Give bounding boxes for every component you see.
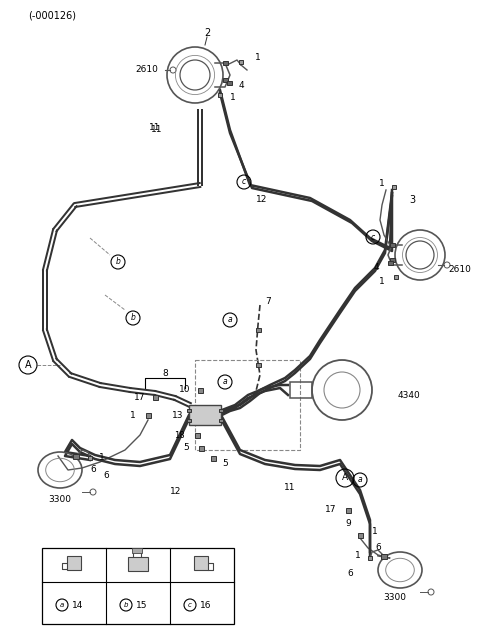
Text: 6: 6 <box>103 471 109 480</box>
Bar <box>197 387 203 392</box>
Bar <box>145 413 151 417</box>
Bar <box>189 405 221 425</box>
Text: 4: 4 <box>373 263 379 272</box>
Text: 1: 1 <box>99 453 105 462</box>
Bar <box>132 548 142 553</box>
Bar <box>211 455 216 460</box>
Text: 8: 8 <box>162 368 168 378</box>
Bar <box>255 363 261 367</box>
Text: 6: 6 <box>347 569 353 577</box>
Text: 10: 10 <box>179 385 190 394</box>
Text: b: b <box>124 602 128 608</box>
Bar <box>227 81 231 85</box>
Text: (-000126): (-000126) <box>28 10 76 20</box>
Text: 5: 5 <box>183 443 189 452</box>
Bar <box>67 556 81 570</box>
Bar <box>358 532 362 537</box>
Bar <box>223 78 228 82</box>
Bar <box>194 556 208 570</box>
Bar <box>128 556 148 570</box>
Text: b: b <box>131 314 135 322</box>
Text: 12: 12 <box>170 488 181 497</box>
Bar <box>42 548 234 624</box>
Text: 6: 6 <box>90 466 96 474</box>
Text: 7: 7 <box>265 298 271 307</box>
Text: 1: 1 <box>130 410 136 420</box>
Text: 3: 3 <box>409 195 415 205</box>
Bar <box>223 61 228 65</box>
Bar <box>88 456 92 460</box>
Bar <box>394 275 398 279</box>
Text: 18: 18 <box>174 431 185 439</box>
Text: 1: 1 <box>379 277 385 286</box>
Text: a: a <box>358 476 362 485</box>
Bar <box>153 394 157 399</box>
Text: A: A <box>24 360 31 370</box>
Bar <box>187 408 191 411</box>
Text: 14: 14 <box>72 600 84 609</box>
Text: c: c <box>188 602 192 608</box>
Bar <box>389 243 395 247</box>
Bar <box>255 328 261 332</box>
Text: a: a <box>60 602 64 608</box>
Text: 11: 11 <box>151 125 163 134</box>
Text: 3300: 3300 <box>48 495 72 504</box>
Text: 11: 11 <box>148 123 160 132</box>
Text: A: A <box>342 473 348 483</box>
Text: 9: 9 <box>345 518 351 527</box>
Text: 5: 5 <box>222 459 228 467</box>
Text: 2: 2 <box>204 28 210 38</box>
Text: c: c <box>242 177 246 186</box>
Text: 6: 6 <box>375 544 381 553</box>
Text: 1: 1 <box>230 92 236 102</box>
Text: c: c <box>371 233 375 242</box>
Text: 1: 1 <box>379 179 385 188</box>
Text: 3300: 3300 <box>384 593 407 602</box>
Text: a: a <box>223 378 228 387</box>
Text: 1: 1 <box>372 527 378 537</box>
Text: 12: 12 <box>256 195 268 205</box>
Bar <box>346 508 350 513</box>
Bar <box>219 408 223 411</box>
Bar <box>392 185 396 189</box>
Text: 13: 13 <box>171 410 183 420</box>
Bar <box>239 60 243 64</box>
Bar <box>73 453 79 459</box>
Text: 2610: 2610 <box>448 265 471 275</box>
Bar <box>290 382 312 398</box>
Text: 11: 11 <box>284 483 296 492</box>
Bar <box>368 556 372 560</box>
Bar <box>218 93 222 97</box>
Bar <box>389 258 395 262</box>
Text: 17: 17 <box>133 392 145 401</box>
Text: 1: 1 <box>355 551 361 560</box>
Text: a: a <box>228 315 232 324</box>
Text: 4: 4 <box>238 81 244 90</box>
Text: 16: 16 <box>200 600 212 609</box>
Text: b: b <box>116 258 120 266</box>
Text: 17: 17 <box>324 506 336 515</box>
Text: 15: 15 <box>136 600 148 609</box>
Bar <box>187 418 191 422</box>
Bar <box>219 418 223 422</box>
Text: 2610: 2610 <box>135 66 158 74</box>
Bar <box>387 261 393 265</box>
Bar <box>199 445 204 450</box>
Bar <box>381 553 387 558</box>
Bar <box>194 432 200 438</box>
Text: 4340: 4340 <box>398 391 421 399</box>
Text: 1: 1 <box>255 53 261 62</box>
